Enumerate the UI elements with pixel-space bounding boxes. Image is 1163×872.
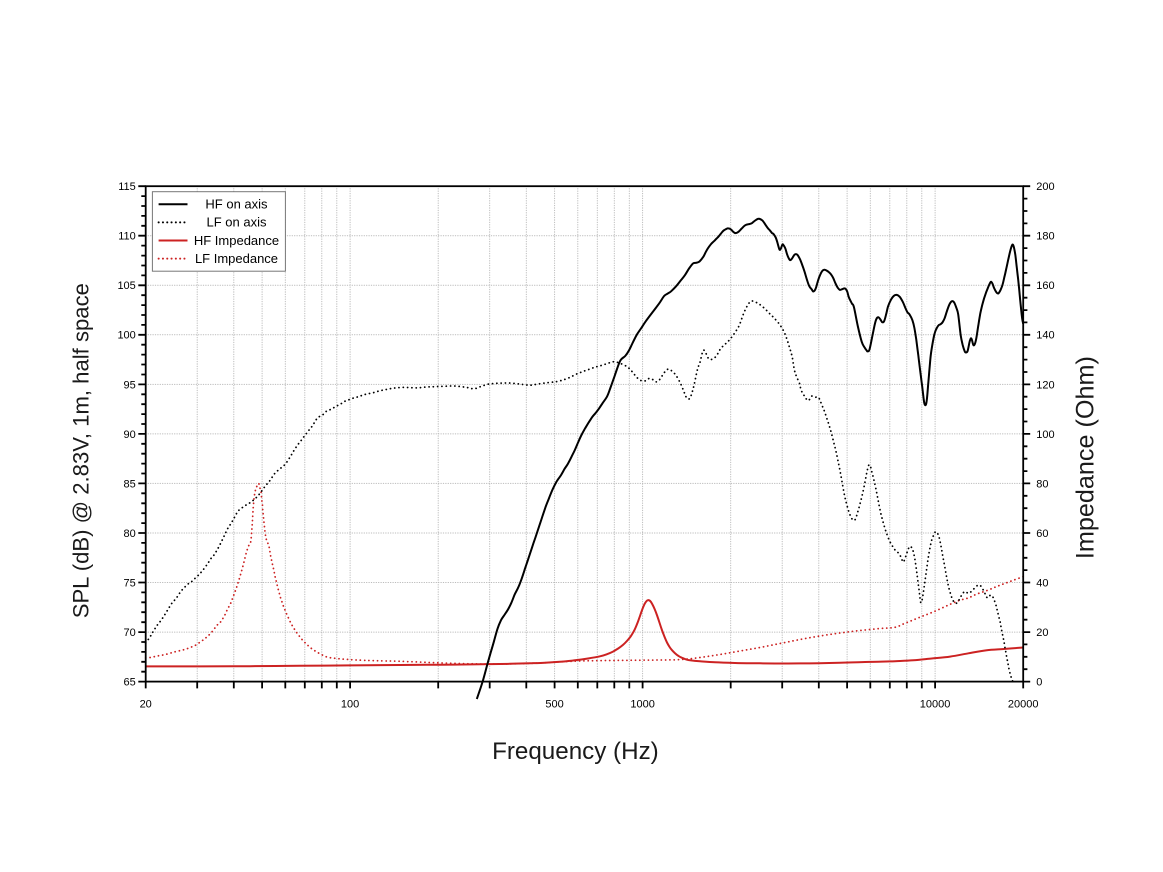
svg-text:120: 120 — [1036, 379, 1054, 391]
svg-text:HF Impedance: HF Impedance — [194, 233, 279, 248]
svg-text:10000: 10000 — [920, 699, 951, 711]
svg-text:Frequency (Hz): Frequency (Hz) — [492, 738, 659, 765]
svg-text:85: 85 — [124, 478, 136, 490]
svg-text:LF on axis: LF on axis — [207, 215, 267, 230]
svg-text:SPL (dB) @ 2.83V, 1m, half spa: SPL (dB) @ 2.83V, 1m, half space — [69, 283, 94, 618]
svg-text:80: 80 — [1036, 478, 1048, 490]
svg-text:60: 60 — [1036, 528, 1048, 540]
svg-text:65: 65 — [124, 677, 136, 689]
svg-text:180: 180 — [1036, 231, 1054, 243]
svg-text:105: 105 — [117, 280, 135, 292]
svg-text:500: 500 — [545, 699, 563, 711]
svg-text:LF Impedance: LF Impedance — [195, 251, 278, 266]
svg-text:40: 40 — [1036, 577, 1048, 589]
svg-text:200: 200 — [1036, 181, 1054, 193]
svg-text:100: 100 — [1036, 429, 1054, 441]
svg-text:20: 20 — [1036, 627, 1048, 639]
svg-text:115: 115 — [118, 181, 136, 193]
svg-text:1000: 1000 — [630, 699, 654, 711]
svg-text:95: 95 — [124, 379, 136, 391]
svg-text:20: 20 — [140, 699, 152, 711]
svg-text:70: 70 — [124, 627, 136, 639]
svg-text:Impedance (Ohm): Impedance (Ohm) — [1072, 356, 1100, 559]
svg-text:20000: 20000 — [1008, 699, 1039, 711]
svg-text:160: 160 — [1036, 280, 1054, 292]
svg-text:HF on axis: HF on axis — [205, 197, 268, 212]
svg-text:110: 110 — [118, 231, 136, 243]
svg-text:0: 0 — [1036, 677, 1042, 689]
svg-text:100: 100 — [341, 699, 359, 711]
svg-text:100: 100 — [117, 330, 135, 342]
svg-text:140: 140 — [1036, 330, 1054, 342]
svg-text:75: 75 — [124, 577, 136, 589]
svg-text:90: 90 — [124, 429, 136, 441]
svg-text:80: 80 — [124, 528, 136, 540]
